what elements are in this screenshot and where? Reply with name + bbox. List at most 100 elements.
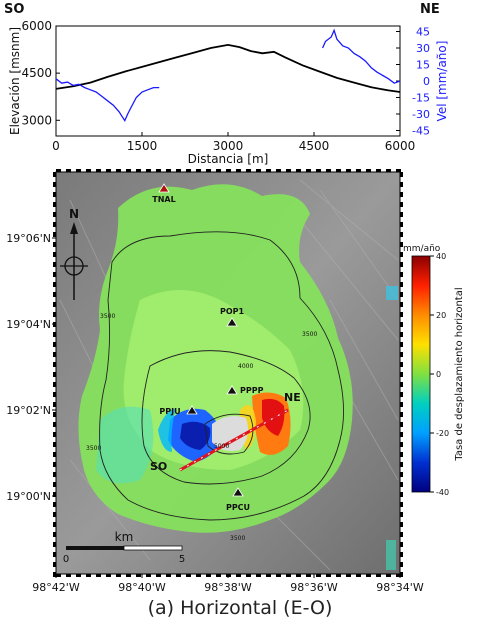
frame-tick bbox=[376, 169, 381, 172]
frame-tick bbox=[396, 574, 401, 577]
frame-tick bbox=[53, 322, 56, 327]
y-right-tick-label: 15 bbox=[416, 59, 430, 72]
lon-tick-label: 98°38'W bbox=[204, 581, 252, 594]
station-label: PPCU bbox=[226, 503, 250, 512]
frame-tick bbox=[53, 422, 56, 427]
frame-tick bbox=[53, 182, 56, 187]
elevation-series bbox=[55, 43, 401, 93]
y-right-tick-label: -15 bbox=[412, 92, 430, 105]
frame-tick bbox=[400, 342, 403, 347]
frame-tick bbox=[166, 169, 171, 172]
section-line bbox=[179, 408, 289, 472]
station-marker bbox=[158, 183, 170, 193]
frame-tick bbox=[316, 574, 321, 577]
lat-tick-label: 19°06'N bbox=[6, 232, 51, 245]
frame-tick bbox=[316, 169, 321, 172]
frame-tick bbox=[400, 192, 403, 197]
x-tick-label: 4500 bbox=[299, 139, 330, 153]
frame-tick bbox=[226, 169, 231, 172]
north-label: N bbox=[69, 207, 79, 221]
frame-tick bbox=[53, 222, 56, 227]
frame-tick bbox=[53, 372, 56, 377]
frame-tick bbox=[76, 574, 81, 577]
frame-tick bbox=[400, 252, 403, 257]
x-tick-label: 3000 bbox=[213, 139, 244, 153]
edge-speckle bbox=[386, 286, 398, 300]
y-right-axis-label: Vel [mm/año] bbox=[435, 41, 449, 122]
frame-tick bbox=[53, 462, 56, 467]
station-marker bbox=[186, 405, 198, 415]
frame-tick bbox=[400, 472, 403, 477]
frame-tick bbox=[53, 392, 56, 397]
colorbar-title: Tasa de desplazamiento horizontal bbox=[454, 287, 465, 461]
frame-tick bbox=[96, 574, 101, 577]
frame-tick bbox=[53, 522, 56, 527]
frame-tick bbox=[400, 572, 403, 577]
frame-tick bbox=[306, 574, 311, 577]
frame-tick bbox=[53, 362, 56, 367]
station-ppcu: PPCU bbox=[226, 487, 250, 512]
frame-tick bbox=[116, 574, 121, 577]
frame-tick bbox=[326, 574, 331, 577]
frame-tick bbox=[53, 312, 56, 317]
frame-tick bbox=[266, 169, 271, 172]
scale-end: 5 bbox=[179, 554, 185, 565]
frame-tick bbox=[400, 412, 403, 417]
frame-tick bbox=[400, 452, 403, 457]
frame-tick bbox=[400, 282, 403, 287]
frame-tick bbox=[400, 332, 403, 337]
frame-tick bbox=[53, 252, 56, 257]
frame-tick bbox=[206, 574, 211, 577]
frame-tick bbox=[206, 169, 211, 172]
frame-tick bbox=[53, 272, 56, 277]
frame-tick bbox=[53, 332, 56, 337]
frame-tick bbox=[376, 574, 381, 577]
frame-tick bbox=[126, 574, 131, 577]
frame-tick bbox=[53, 242, 56, 247]
profile-right-label: NE bbox=[420, 2, 440, 17]
colorbar-tick-label: -20 bbox=[436, 429, 449, 438]
frame-tick bbox=[400, 432, 403, 437]
y-right-tick-label: -45 bbox=[412, 125, 430, 138]
station-tnal: TNAL bbox=[152, 183, 176, 204]
frame-tick bbox=[356, 574, 361, 577]
frame-tick bbox=[400, 382, 403, 387]
frame-tick bbox=[386, 574, 391, 577]
frame-tick bbox=[53, 212, 56, 217]
frame-tick bbox=[346, 574, 351, 577]
frame-tick bbox=[196, 574, 201, 577]
velocity-series-ne bbox=[322, 28, 401, 84]
scale-start: 0 bbox=[63, 554, 69, 565]
scale-bar: km 0 5 bbox=[63, 530, 185, 565]
frame-tick bbox=[53, 292, 56, 297]
y-right-tick-label: 30 bbox=[416, 42, 430, 55]
frame-tick bbox=[86, 574, 91, 577]
contour-lines bbox=[99, 231, 345, 521]
lon-tick-label: 98°34'W bbox=[376, 581, 424, 594]
frame-tick bbox=[136, 574, 141, 577]
frame-tick bbox=[226, 574, 231, 577]
frame-tick bbox=[400, 232, 403, 237]
frame-tick bbox=[53, 552, 56, 557]
frame-tick bbox=[400, 502, 403, 507]
frame-tick bbox=[156, 169, 161, 172]
station-marker bbox=[226, 385, 238, 395]
frame-tick bbox=[53, 532, 56, 537]
section-label-ne: NE bbox=[284, 391, 301, 404]
frame-tick bbox=[400, 512, 403, 517]
frame-tick bbox=[196, 169, 201, 172]
scale-label: km bbox=[115, 530, 134, 544]
frame-tick bbox=[400, 402, 403, 407]
frame-tick bbox=[286, 169, 291, 172]
y-right-tick-label: 0 bbox=[423, 75, 430, 88]
frame-tick bbox=[53, 262, 56, 267]
contour-label: 4000 bbox=[238, 363, 253, 370]
frame-tick bbox=[53, 492, 56, 497]
colorbar bbox=[411, 255, 431, 493]
y-left-tick-label: 6000 bbox=[21, 19, 52, 33]
frame-tick bbox=[216, 574, 221, 577]
frame-tick bbox=[186, 169, 191, 172]
frame-tick bbox=[56, 169, 61, 172]
contour-label: 3500 bbox=[230, 535, 245, 542]
frame-tick bbox=[156, 574, 161, 577]
